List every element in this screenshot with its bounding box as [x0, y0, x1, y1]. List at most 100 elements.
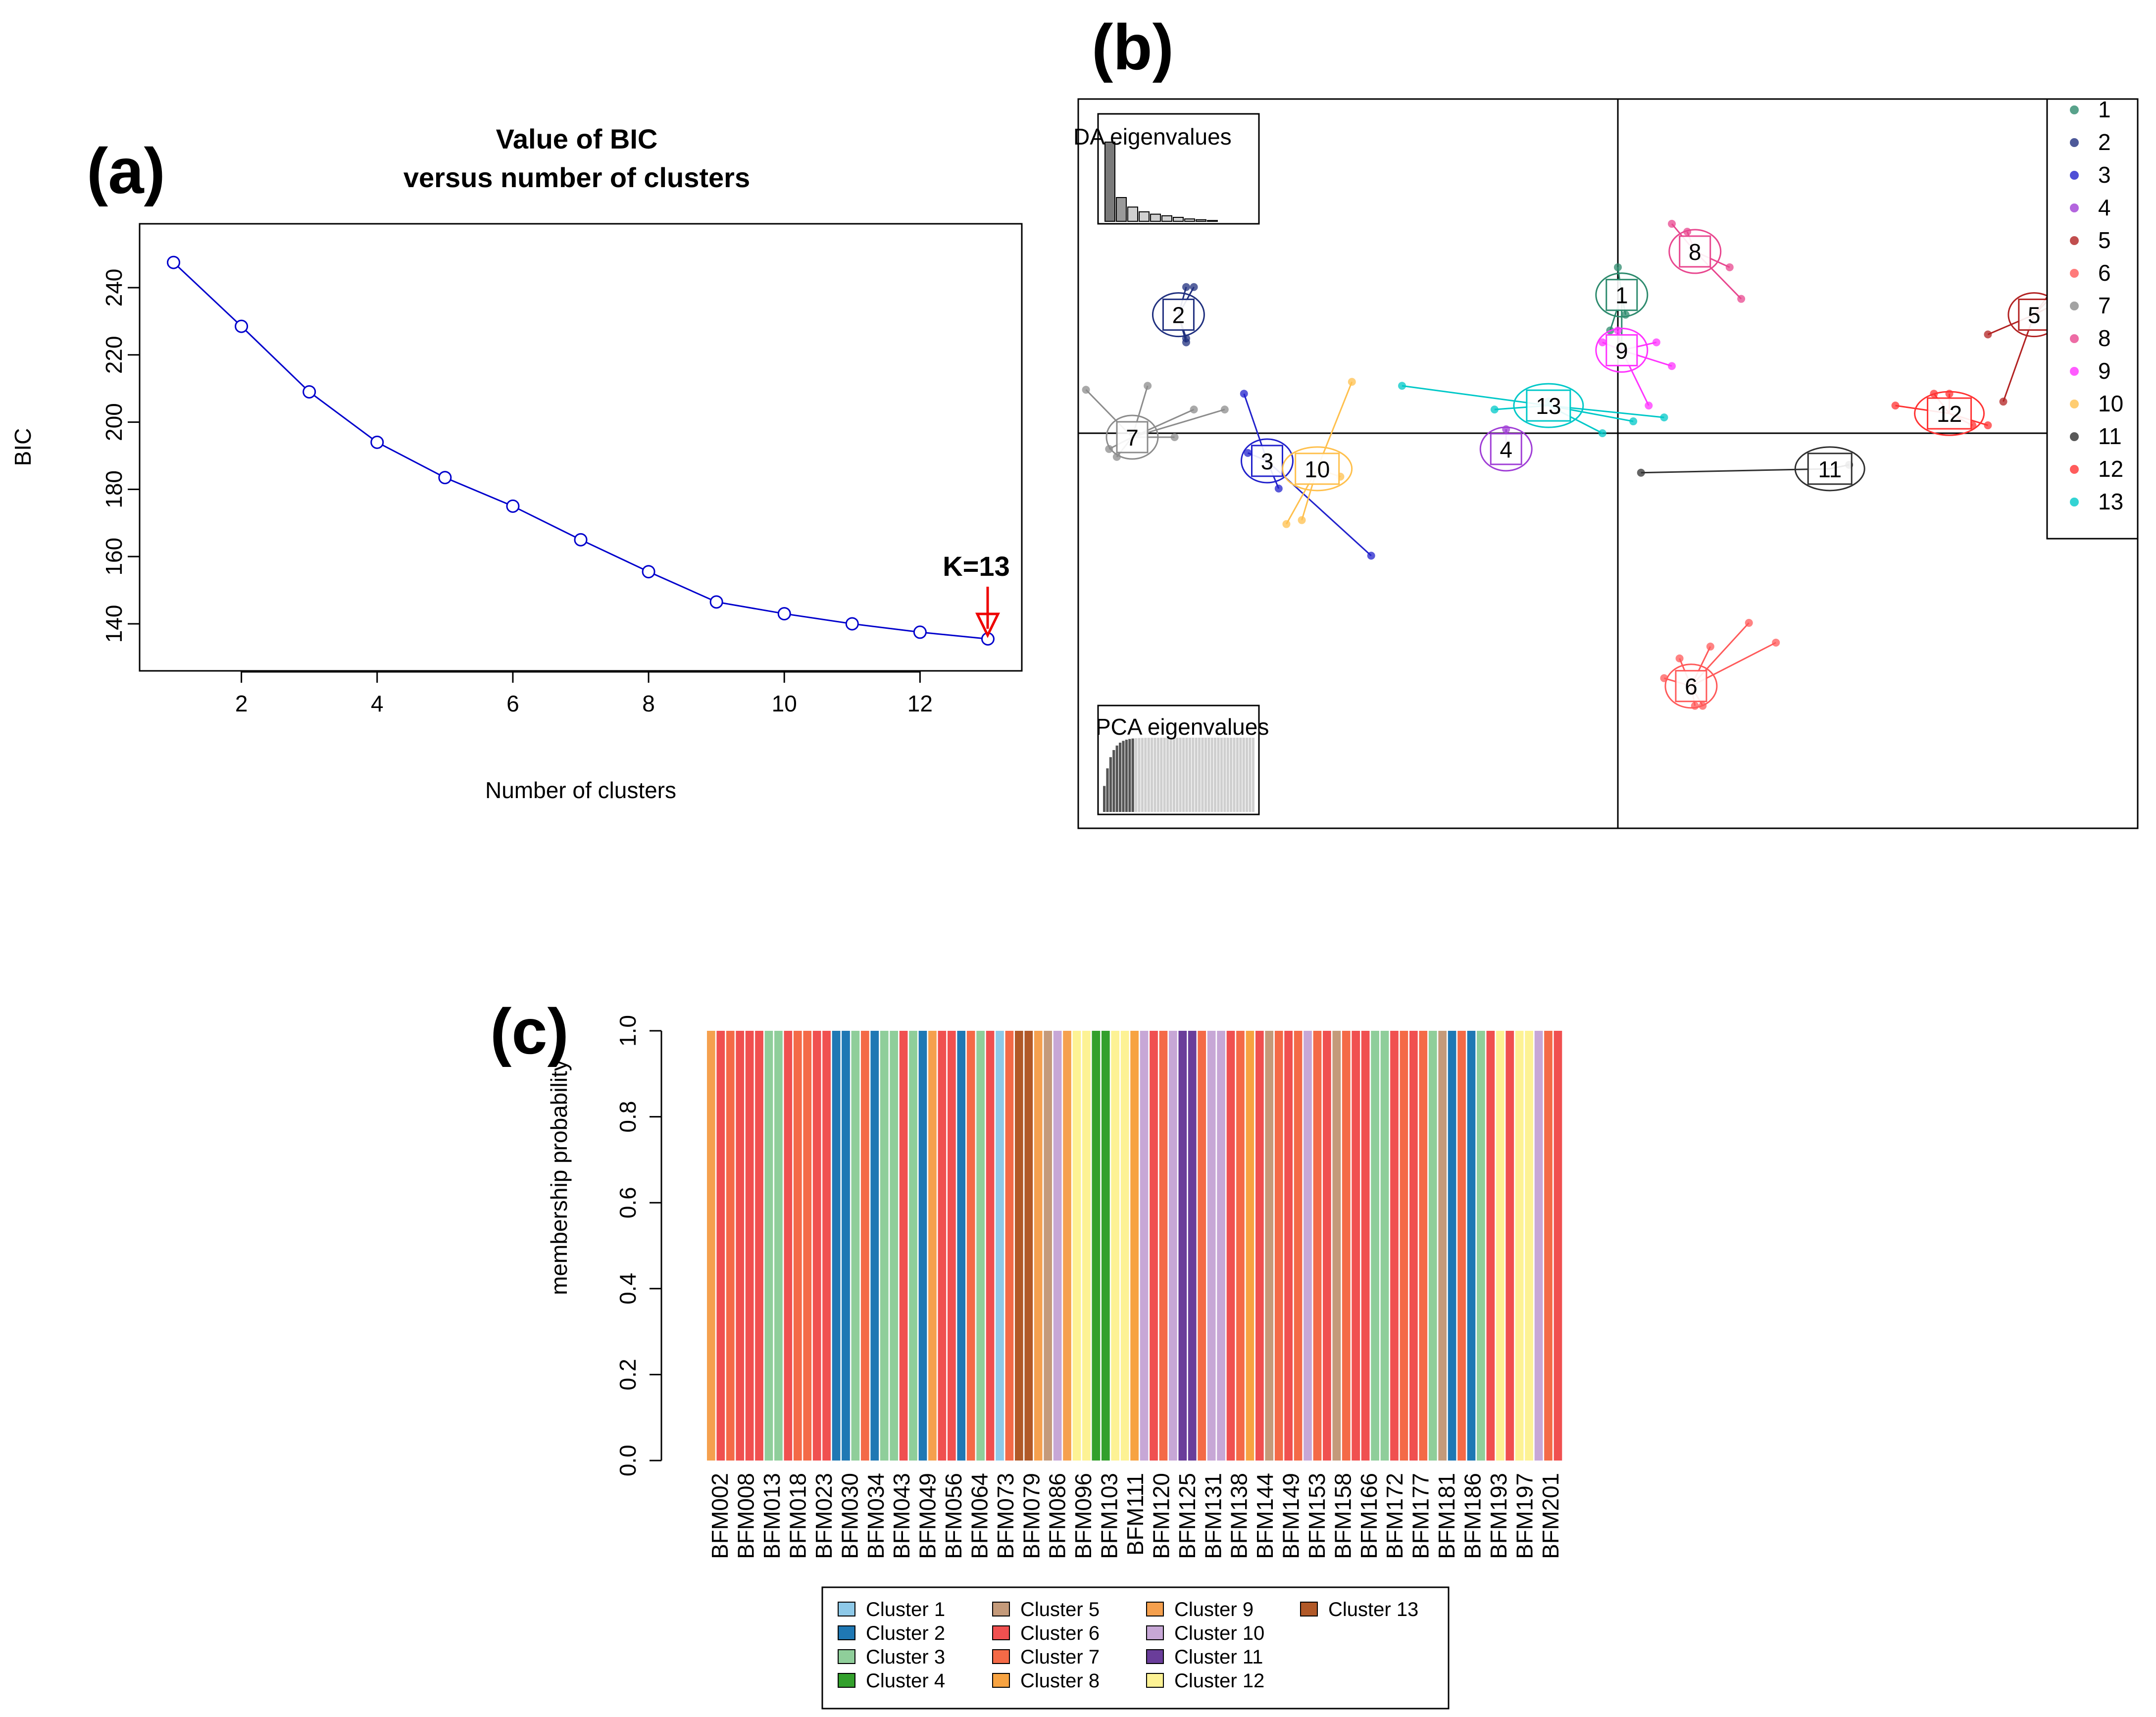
cluster-label: 10: [1304, 456, 1330, 482]
da-eigen-bar: [1173, 217, 1184, 222]
membership-bar: [1111, 1031, 1120, 1461]
cluster-label: 3: [1261, 449, 1274, 474]
cluster-point: [1668, 362, 1676, 370]
pca-eigen-bar: [1135, 738, 1138, 812]
cluster-ellipse: [1241, 438, 1294, 484]
sample-label: BFM153: [1304, 1473, 1330, 1559]
legend-item-8: 8: [2070, 325, 2111, 351]
da-eigen-bar: [1127, 206, 1138, 222]
pca-eigenvalue-bars: [1103, 738, 1254, 812]
cluster-label-box: [1679, 235, 1711, 268]
membership-bar: [1150, 1031, 1158, 1461]
membership-bar: [1400, 1031, 1408, 1461]
pca-eigen-bar: [1163, 738, 1166, 812]
cluster-label: 12: [1937, 401, 1962, 427]
membership-bar: [1024, 1031, 1033, 1461]
sample-label: BFM149: [1278, 1473, 1304, 1559]
legend-label: Cluster 9: [1174, 1599, 1253, 1620]
cluster-point: [1282, 520, 1291, 528]
membership-bar: [1323, 1031, 1331, 1461]
pca-eigenvalues-inset: PCA eigenvalues: [1096, 705, 1269, 815]
membership-bar: [1342, 1031, 1351, 1461]
pca-eigen-bar: [1242, 738, 1245, 812]
cluster-label-box: [1116, 421, 1149, 454]
membership-bar: [1525, 1031, 1533, 1461]
cluster-point: [1182, 283, 1190, 291]
cluster-label: 5: [2028, 303, 2041, 328]
legend-swatch: [838, 1673, 855, 1688]
sample-label: BFM201: [1538, 1473, 1563, 1559]
sample-label: BFM172: [1382, 1473, 1407, 1559]
legend-item-cluster-11: Cluster 11: [1146, 1646, 1263, 1668]
panel-c-y-axis: 0.0 0.2 0.4 0.6 0.8 1.0: [615, 1015, 662, 1476]
membership-bar: [1226, 1031, 1235, 1461]
cluster-point: [1614, 263, 1622, 271]
legend-label: 4: [2098, 195, 2111, 220]
cluster-ellipse: [1105, 414, 1159, 460]
cluster-ellipse: [1914, 391, 1985, 436]
legend-swatch: [1146, 1625, 1164, 1640]
cluster-point: [1891, 402, 1900, 410]
sample-label: BFM079: [1018, 1473, 1044, 1559]
cluster-label-box: [1807, 453, 1853, 485]
da-eigen-bar: [1207, 220, 1218, 222]
cluster-ellipse: [1794, 446, 1865, 492]
sample-label: BFM049: [915, 1473, 941, 1559]
membership-bar: [1072, 1031, 1081, 1461]
legend-item-11: 11: [2070, 423, 2122, 449]
legend-item-cluster-3: Cluster 3: [838, 1646, 945, 1668]
cluster-ellipse: [1664, 663, 1718, 709]
pca-eigen-bar: [1217, 738, 1220, 812]
pca-eigen-bar: [1230, 738, 1233, 812]
membership-bar: [707, 1031, 715, 1461]
cluster-point: [1645, 402, 1653, 410]
c-y-tick-label: 0.8: [615, 1101, 641, 1133]
bic-point: [506, 499, 520, 513]
pca-eigen-bar: [1112, 750, 1115, 812]
legend-label: 8: [2098, 325, 2111, 351]
pca-eigen-bar: [1236, 738, 1239, 812]
cluster-point: [1621, 310, 1630, 319]
membership-bar: [1005, 1031, 1014, 1461]
legend-item-9: 9: [2070, 358, 2111, 384]
bic-point: [167, 255, 181, 269]
sample-label: BFM197: [1511, 1473, 1537, 1559]
y-tick-label: 220: [101, 336, 127, 374]
bic-point: [302, 385, 316, 399]
pca-eigenvalues-label: PCA eigenvalues: [1096, 714, 1269, 740]
legend-label: 5: [2098, 227, 2111, 253]
membership-bar: [1120, 1078, 1129, 1461]
cluster-label: 1: [1615, 283, 1628, 308]
membership-bar: [832, 1031, 841, 1461]
membership-bar: [1390, 1031, 1399, 1461]
legend-swatch: [992, 1625, 1010, 1640]
cluster-point: [1629, 417, 1638, 426]
bic-point: [709, 595, 723, 609]
legend-label: Cluster 11: [1174, 1646, 1263, 1668]
pca-eigen-bar: [1239, 738, 1242, 812]
y-tick-label: 140: [101, 605, 127, 643]
sample-label: BFM103: [1097, 1473, 1122, 1559]
membership-bar: [1101, 1031, 1110, 1461]
da-eigen-bar: [1196, 219, 1206, 222]
membership-bar: [842, 1031, 850, 1461]
legend-item-cluster-8: Cluster 8: [992, 1670, 1100, 1692]
cluster-label-box: [1251, 445, 1283, 477]
membership-bar: [1198, 1031, 1206, 1461]
sample-label: BFM064: [966, 1473, 992, 1559]
legend-item-3: 3: [2070, 162, 2111, 188]
cluster-label: 7: [1126, 425, 1139, 451]
membership-bar: [1428, 1031, 1437, 1461]
legend-label: Cluster 7: [1020, 1646, 1100, 1668]
pca-eigen-bar: [1249, 738, 1252, 812]
cluster-6: 6: [1660, 619, 1780, 710]
membership-bar: [947, 1031, 956, 1461]
legend-item-5: 5: [2070, 227, 2111, 253]
cluster-8: 8: [1668, 220, 1746, 303]
cluster-point: [1244, 449, 1252, 457]
sample-label: BFM034: [863, 1473, 889, 1559]
panel-c-tag: (c): [490, 995, 569, 1067]
membership-bar: [1255, 1031, 1264, 1461]
pca-eigen-bar: [1226, 738, 1229, 812]
cluster-11: 11: [1637, 446, 1865, 492]
